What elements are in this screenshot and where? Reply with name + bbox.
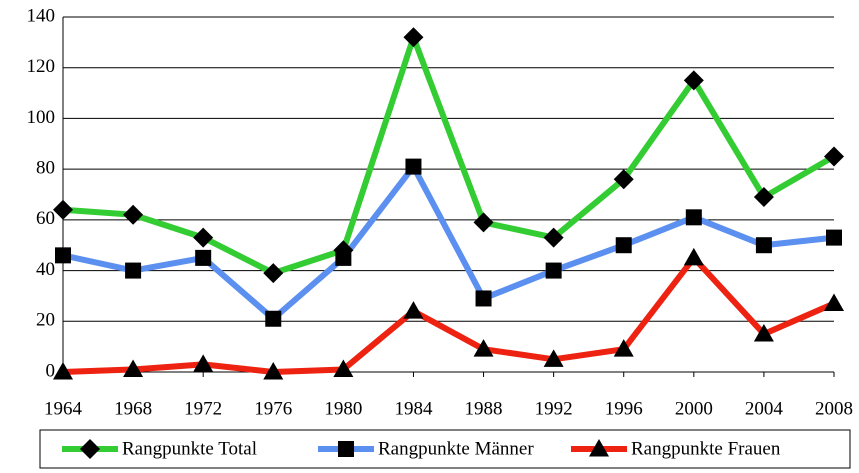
marker-triangle bbox=[473, 339, 494, 357]
marker-triangle bbox=[589, 439, 609, 457]
x-tick-label: 1968 bbox=[114, 398, 152, 419]
legend-box bbox=[39, 429, 851, 469]
marker-square bbox=[125, 262, 142, 279]
y-tick-label: 40 bbox=[36, 259, 55, 280]
x-tick-label: 1972 bbox=[184, 398, 222, 419]
marker-square bbox=[265, 310, 282, 327]
marker-square bbox=[685, 209, 702, 226]
marker-diamond bbox=[53, 199, 73, 220]
marker-diamond bbox=[824, 146, 844, 167]
marker-square bbox=[405, 158, 422, 175]
marker-diamond bbox=[683, 70, 704, 91]
x-tick-label: 1976 bbox=[254, 398, 292, 419]
marker-square bbox=[338, 441, 354, 457]
marker-triangle bbox=[543, 349, 564, 367]
marker-diamond bbox=[123, 204, 144, 225]
marker-triangle bbox=[333, 359, 354, 377]
y-tick-label: 120 bbox=[27, 56, 56, 77]
marker-square bbox=[545, 262, 562, 279]
x-tick-label: 2008 bbox=[815, 398, 853, 419]
x-tick-label: 1996 bbox=[605, 398, 643, 419]
legend-label: Rangpunkte Männer bbox=[378, 438, 534, 459]
marker-square bbox=[55, 247, 71, 264]
marker-triangle bbox=[613, 339, 634, 357]
marker-square bbox=[335, 249, 352, 266]
y-tick-label: 100 bbox=[27, 107, 56, 128]
y-tick-label: 60 bbox=[36, 208, 55, 229]
x-tick-label: 1964 bbox=[44, 398, 83, 419]
marker-square bbox=[826, 229, 842, 246]
y-tick-label: 20 bbox=[36, 310, 55, 331]
series-line bbox=[62, 163, 835, 322]
series-line bbox=[62, 34, 836, 277]
marker-square bbox=[475, 290, 492, 307]
marker-triangle bbox=[683, 247, 704, 266]
marker-triangle bbox=[53, 362, 73, 380]
x-tick-label: 2004 bbox=[745, 398, 784, 419]
marker-triangle bbox=[193, 354, 214, 372]
y-tick-label: 80 bbox=[36, 158, 55, 179]
x-tick-label: 1988 bbox=[465, 398, 503, 419]
x-tick-label: 1992 bbox=[535, 398, 573, 419]
y-tick-label: 140 bbox=[27, 5, 56, 26]
marker-diamond bbox=[753, 187, 774, 208]
marker-triangle bbox=[263, 362, 284, 380]
x-tick-label: 2000 bbox=[675, 398, 713, 419]
legend-label: Rangpunkte Total bbox=[122, 438, 257, 459]
x-tick-label: 1984 bbox=[394, 398, 433, 419]
y-tick-label: 0 bbox=[46, 360, 56, 381]
marker-diamond bbox=[613, 169, 634, 190]
marker-diamond bbox=[473, 212, 494, 233]
series-line bbox=[62, 254, 836, 375]
marker-diamond bbox=[403, 27, 424, 48]
marker-square bbox=[615, 237, 632, 254]
marker-square bbox=[755, 237, 772, 254]
x-tick-label: 1980 bbox=[324, 398, 362, 419]
marker-square bbox=[195, 249, 212, 266]
legend-label: Rangpunkte Frauen bbox=[631, 438, 781, 459]
marker-triangle bbox=[753, 323, 774, 342]
marker-diamond bbox=[80, 439, 100, 459]
marker-diamond bbox=[263, 263, 284, 284]
marker-triangle bbox=[123, 359, 144, 377]
marker-diamond bbox=[193, 227, 214, 248]
marker-diamond bbox=[543, 227, 564, 248]
marker-triangle bbox=[403, 301, 424, 319]
marker-triangle bbox=[824, 293, 844, 312]
